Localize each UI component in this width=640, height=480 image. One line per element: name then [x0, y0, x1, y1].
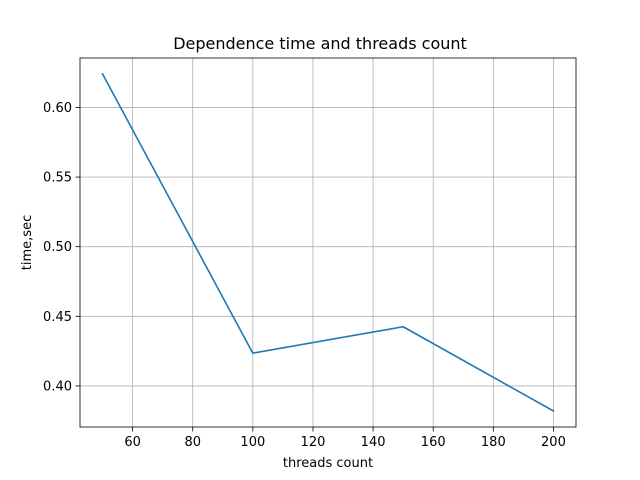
y-tick-label: 0.60 — [43, 101, 72, 116]
x-tick-label: 160 — [421, 435, 446, 450]
y-axis-ticks: 0.40 0.45 0.50 0.55 0.60 — [43, 101, 80, 394]
plot-frame — [79, 57, 577, 428]
x-tick-label: 120 — [301, 435, 326, 450]
x-tick-label: 60 — [124, 435, 141, 450]
x-tick-label: 100 — [240, 435, 265, 450]
grid — [80, 58, 576, 427]
x-tick-label: 200 — [541, 435, 566, 450]
chart-title: Dependence time and threads count — [173, 34, 467, 53]
y-tick-label: 0.50 — [43, 240, 72, 255]
series-line — [101, 72, 555, 413]
y-tick-label: 0.55 — [43, 171, 72, 186]
y-tick-label: 0.40 — [43, 379, 72, 394]
y-axis-label: time,sec — [20, 215, 35, 270]
x-axis-label: threads count — [283, 456, 373, 471]
y-tick-label: 0.45 — [43, 310, 72, 325]
x-tick-label: 180 — [481, 435, 506, 450]
series-group — [101, 72, 555, 413]
x-tick-label: 80 — [184, 435, 201, 450]
x-tick-label: 140 — [361, 435, 386, 450]
x-axis-ticks: 60 80 100 120 140 160 180 200 — [124, 427, 566, 450]
